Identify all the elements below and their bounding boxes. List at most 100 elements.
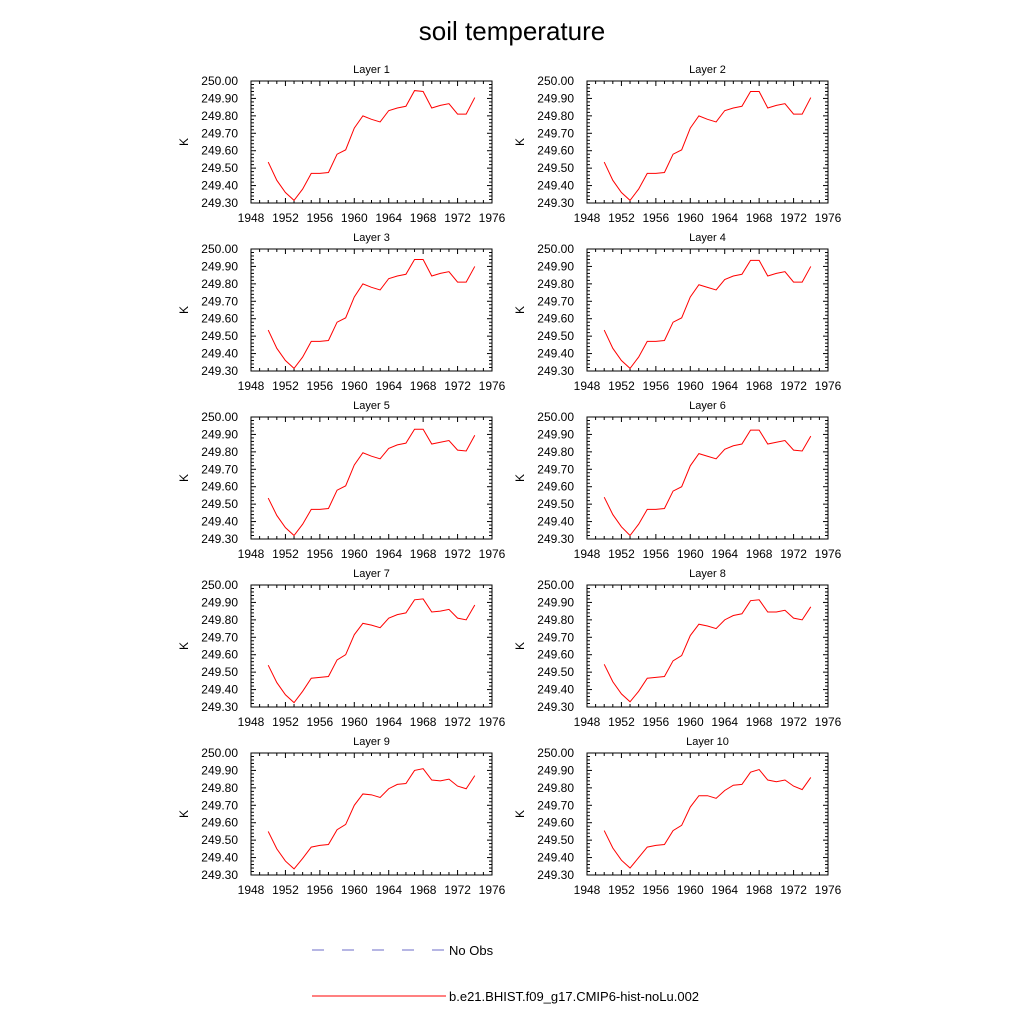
x-tick-label: 1976 bbox=[479, 211, 506, 225]
y-tick-label: 249.50 bbox=[201, 497, 238, 511]
y-tick-label: 249.40 bbox=[537, 515, 574, 529]
plot-frame bbox=[250, 752, 493, 876]
series-line bbox=[603, 429, 812, 537]
y-tick-label: 249.30 bbox=[201, 700, 238, 714]
panel-title: Layer 7 bbox=[353, 568, 390, 580]
x-tick-label: 1968 bbox=[746, 883, 773, 897]
panel-title: Layer 2 bbox=[689, 64, 726, 76]
y-tick-label: 249.40 bbox=[537, 179, 574, 193]
y-tick-label: 249.90 bbox=[201, 91, 238, 105]
x-tick-label: 1968 bbox=[410, 883, 437, 897]
y-tick-label: 249.80 bbox=[537, 109, 574, 123]
x-tick-label: 1968 bbox=[410, 547, 437, 561]
y-tick-label: 249.60 bbox=[201, 480, 238, 494]
y-tick-label: 250.00 bbox=[537, 746, 574, 760]
series-line bbox=[603, 259, 812, 370]
y-axis-label: K bbox=[513, 642, 527, 650]
panel-title: Layer 8 bbox=[689, 568, 726, 580]
panel-layer-8: Layer 8 K 249.30 249.40 249.50 249.60 249.70 24… bbox=[513, 568, 842, 729]
plot-frame bbox=[250, 248, 493, 372]
y-tick-label: 249.80 bbox=[537, 781, 574, 795]
y-tick-label: 249.40 bbox=[201, 683, 238, 697]
y-tick-label: 249.90 bbox=[201, 427, 238, 441]
y-tick-label: 250.00 bbox=[201, 74, 238, 88]
y-tick-label: 249.90 bbox=[201, 595, 238, 609]
y-tick-label: 250.00 bbox=[537, 74, 574, 88]
x-tick-label: 1972 bbox=[780, 379, 807, 393]
y-tick-label: 250.00 bbox=[201, 242, 238, 256]
panel-layer-5: Layer 5 K 249.30 249.40 249.50 249.60 249.70 24… bbox=[177, 400, 506, 561]
y-axis-label: K bbox=[513, 306, 527, 314]
y-tick-label: 250.00 bbox=[537, 242, 574, 256]
plot-frame bbox=[250, 80, 493, 204]
x-tick-label: 1964 bbox=[375, 379, 402, 393]
series-line bbox=[603, 768, 812, 869]
x-tick-label: 1968 bbox=[410, 379, 437, 393]
y-tick-label: 249.60 bbox=[537, 312, 574, 326]
legend-obs-label: No Obs bbox=[449, 943, 494, 958]
plot-frame bbox=[586, 416, 829, 540]
x-tick-label: 1956 bbox=[643, 715, 670, 729]
x-tick-label: 1956 bbox=[307, 883, 334, 897]
y-tick-label: 249.90 bbox=[537, 763, 574, 777]
y-tick-label: 249.90 bbox=[537, 91, 574, 105]
y-tick-label: 249.90 bbox=[537, 595, 574, 609]
panel-layer-2: Layer 2 K 249.30 249.40 249.50 249.60 249.70 24… bbox=[513, 64, 842, 225]
x-tick-label: 1976 bbox=[815, 547, 842, 561]
y-tick-label: 249.30 bbox=[201, 364, 238, 378]
y-axis-label: K bbox=[177, 642, 191, 650]
y-tick-label: 249.50 bbox=[201, 161, 238, 175]
y-axis-label: K bbox=[513, 138, 527, 146]
y-tick-label: 249.30 bbox=[201, 868, 238, 882]
y-tick-label: 249.80 bbox=[201, 109, 238, 123]
x-tick-label: 1968 bbox=[746, 715, 773, 729]
legend: No Obs b.e21.BHIST.f09_g17.CMIP6-hist-no… bbox=[312, 943, 699, 1004]
x-tick-label: 1960 bbox=[341, 715, 368, 729]
x-tick-label: 1968 bbox=[410, 211, 437, 225]
legend-model-label: b.e21.BHIST.f09_g17.CMIP6-hist-noLu.002 bbox=[449, 989, 699, 1004]
x-tick-label: 1948 bbox=[238, 211, 265, 225]
panel-title: Layer 9 bbox=[353, 736, 390, 748]
x-tick-label: 1948 bbox=[574, 883, 601, 897]
panel-title: Layer 5 bbox=[353, 400, 390, 412]
y-tick-label: 250.00 bbox=[201, 578, 238, 592]
x-tick-label: 1948 bbox=[238, 379, 265, 393]
x-tick-label: 1952 bbox=[608, 715, 635, 729]
x-tick-label: 1976 bbox=[815, 379, 842, 393]
plot-frame bbox=[586, 80, 829, 204]
x-tick-label: 1972 bbox=[780, 547, 807, 561]
y-tick-label: 249.70 bbox=[201, 294, 238, 308]
y-tick-label: 250.00 bbox=[201, 746, 238, 760]
y-tick-label: 249.40 bbox=[537, 347, 574, 361]
y-tick-label: 249.40 bbox=[537, 683, 574, 697]
y-tick-label: 249.30 bbox=[201, 532, 238, 546]
series-line bbox=[267, 598, 476, 704]
panel-layer-1: Layer 1 K 249.30 249.40 249.50 249.60 249.70 24… bbox=[177, 64, 506, 225]
y-tick-label: 249.60 bbox=[201, 312, 238, 326]
y-tick-label: 249.60 bbox=[201, 816, 238, 830]
x-tick-label: 1956 bbox=[307, 379, 334, 393]
x-tick-label: 1968 bbox=[410, 715, 437, 729]
x-tick-label: 1948 bbox=[574, 715, 601, 729]
plot-frame bbox=[586, 584, 829, 708]
x-tick-label: 1948 bbox=[574, 547, 601, 561]
panel-layer-7: Layer 7 K 249.30 249.40 249.50 249.60 249.70 24… bbox=[177, 568, 506, 729]
series-line bbox=[267, 258, 476, 370]
y-axis-label: K bbox=[513, 474, 527, 482]
y-tick-label: 249.80 bbox=[201, 781, 238, 795]
x-tick-label: 1960 bbox=[341, 379, 368, 393]
panel-layer-10: Layer 10 K 249.30 249.40 249.50 249.60 249.70 2… bbox=[513, 736, 842, 897]
x-tick-label: 1968 bbox=[746, 379, 773, 393]
y-tick-label: 249.60 bbox=[537, 144, 574, 158]
y-tick-label: 249.70 bbox=[201, 630, 238, 644]
y-tick-label: 249.60 bbox=[201, 144, 238, 158]
y-axis-label: K bbox=[513, 810, 527, 818]
panel-title: Layer 6 bbox=[689, 400, 726, 412]
series-line bbox=[603, 90, 812, 202]
y-tick-label: 249.40 bbox=[201, 515, 238, 529]
plot-frame bbox=[586, 752, 829, 876]
x-tick-label: 1964 bbox=[711, 379, 738, 393]
panel-title: Layer 4 bbox=[689, 232, 726, 244]
x-tick-label: 1952 bbox=[608, 547, 635, 561]
